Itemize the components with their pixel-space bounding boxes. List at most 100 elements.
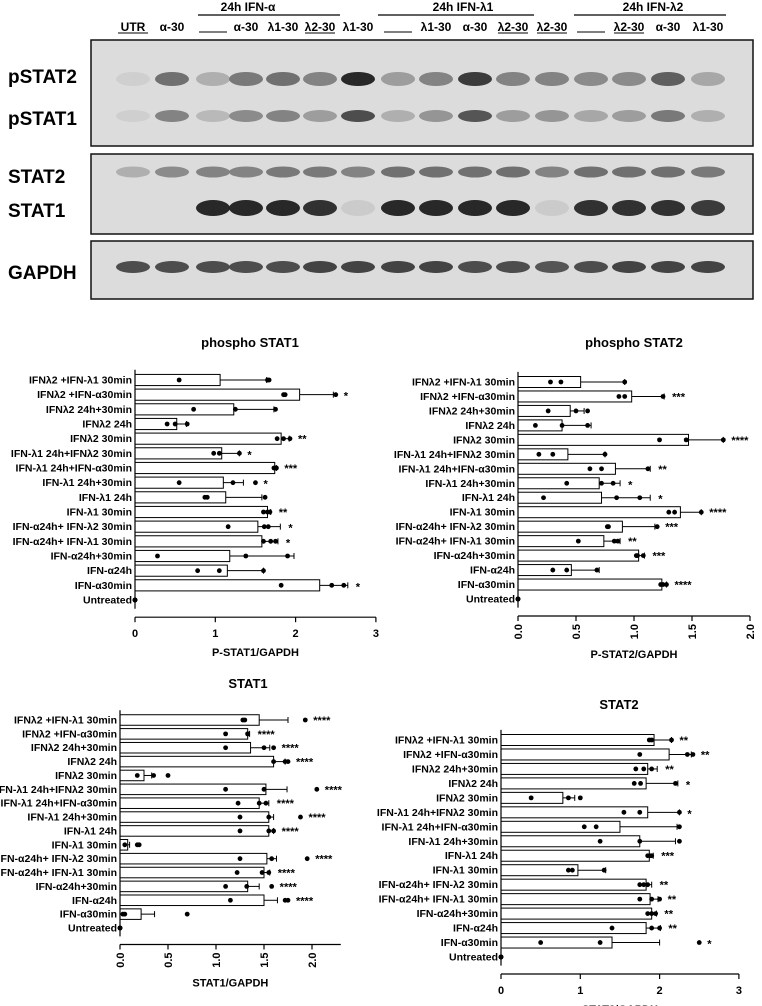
- blot-band: [535, 166, 569, 178]
- data-point: [253, 480, 258, 486]
- data-point: [641, 766, 647, 772]
- data-point: [234, 870, 240, 875]
- category-label: IFN-λ1 24h+30min: [425, 478, 515, 490]
- category-label: IFN-λ1 24h: [445, 850, 498, 862]
- chart-title: phospho STAT2: [585, 335, 683, 350]
- blot-band: [651, 72, 685, 86]
- data-point: [538, 940, 544, 945]
- blot-lane-label: UTR: [121, 20, 146, 34]
- bar: [134, 505, 268, 519]
- blot-band: [419, 200, 453, 216]
- significance-mark: *: [356, 581, 361, 593]
- blot-band: [651, 200, 685, 216]
- significance-mark: ****: [280, 881, 298, 893]
- blot-row-label: STAT1: [8, 201, 66, 222]
- blot-band: [303, 72, 337, 86]
- data-point: [271, 828, 276, 834]
- bar: [517, 404, 571, 417]
- blot-band: [196, 110, 230, 122]
- blot-band: [535, 110, 569, 122]
- x-tick-label: 1.0: [211, 952, 223, 967]
- significance-mark: *: [263, 479, 268, 491]
- data-point: [269, 884, 275, 889]
- data-point: [606, 524, 611, 530]
- data-point: [637, 809, 643, 815]
- bar: [119, 894, 265, 907]
- blot-band: [651, 166, 685, 178]
- category-label: IFN-α24h+30min: [434, 550, 515, 562]
- data-point: [602, 451, 608, 457]
- data-point: [657, 896, 662, 902]
- blot-band: [574, 261, 608, 273]
- bar-chart-2: phospho STAT2 IFNλ2 +IFN-λ1 30min IFNλ2 +I…: [394, 335, 757, 661]
- blot-band: [341, 110, 375, 122]
- bar: [500, 762, 649, 775]
- significance-mark: ****: [313, 715, 331, 727]
- blot-band: [196, 200, 230, 216]
- category-label: Untreated: [466, 594, 515, 606]
- data-point: [601, 867, 607, 873]
- blot-lane-label: α-30: [234, 20, 259, 34]
- blot-band: [496, 110, 530, 122]
- significance-mark: **: [658, 464, 667, 476]
- bar: [134, 535, 263, 548]
- data-point: [677, 838, 682, 844]
- bar: [500, 893, 651, 906]
- category-label: IFNλ2 30min: [453, 434, 515, 446]
- blot-band: [155, 261, 189, 273]
- chart-title: phospho STAT1: [201, 335, 299, 350]
- category-label: IFNλ2 30min: [70, 433, 132, 445]
- significance-mark: *: [687, 808, 692, 820]
- blot-band: [691, 261, 725, 273]
- significance-mark: ***: [661, 851, 675, 863]
- significance-mark: **: [664, 909, 673, 921]
- data-point: [244, 884, 250, 889]
- significance-mark: *: [247, 449, 252, 461]
- blot-lane-label: α-30: [463, 20, 488, 34]
- significance-mark: ****: [325, 784, 343, 796]
- blot-band: [496, 72, 530, 86]
- data-point: [622, 379, 628, 385]
- data-point: [261, 568, 266, 574]
- data-point: [122, 911, 128, 917]
- data-point: [267, 509, 273, 515]
- bar: [119, 741, 252, 754]
- category-label: IFNλ2 +IFN-λ1 30min: [412, 377, 515, 389]
- significance-mark: ***: [284, 463, 298, 475]
- data-point: [191, 406, 197, 412]
- category-label: IFN-λ1 24h+30min: [27, 812, 117, 824]
- chart-title: STAT2: [599, 697, 638, 712]
- x-tick-label: 1.5: [259, 952, 271, 967]
- bar: [500, 849, 650, 862]
- data-point: [235, 800, 241, 806]
- data-point: [559, 423, 565, 428]
- bar: [119, 866, 265, 879]
- data-point: [649, 925, 655, 931]
- data-point: [204, 494, 210, 500]
- blot-band: [496, 261, 530, 273]
- bar: [134, 403, 235, 416]
- blot-band: [419, 110, 453, 122]
- blot-band: [612, 72, 646, 86]
- blot-band: [458, 110, 492, 122]
- data-point: [261, 538, 266, 544]
- data-point: [223, 884, 229, 889]
- significance-mark: **: [279, 507, 288, 519]
- bar: [517, 433, 690, 446]
- blot-row-label: STAT2: [8, 167, 65, 188]
- category-label: IFNλ2 30min: [55, 770, 117, 782]
- significance-mark: ****: [296, 757, 314, 769]
- blot-band: [691, 72, 725, 86]
- data-point: [696, 940, 702, 945]
- category-label: IFN-λ1 24h+IFNλ2 30min: [0, 784, 117, 796]
- data-point: [597, 838, 603, 844]
- data-point: [558, 379, 564, 385]
- blot-band: [155, 72, 189, 86]
- blot-band: [196, 261, 230, 273]
- blot-band: [612, 110, 646, 122]
- significance-mark: ****: [282, 826, 300, 838]
- blot-band: [419, 261, 453, 273]
- blot-band: [691, 110, 725, 122]
- blot-band: [196, 72, 230, 86]
- data-point: [566, 867, 571, 873]
